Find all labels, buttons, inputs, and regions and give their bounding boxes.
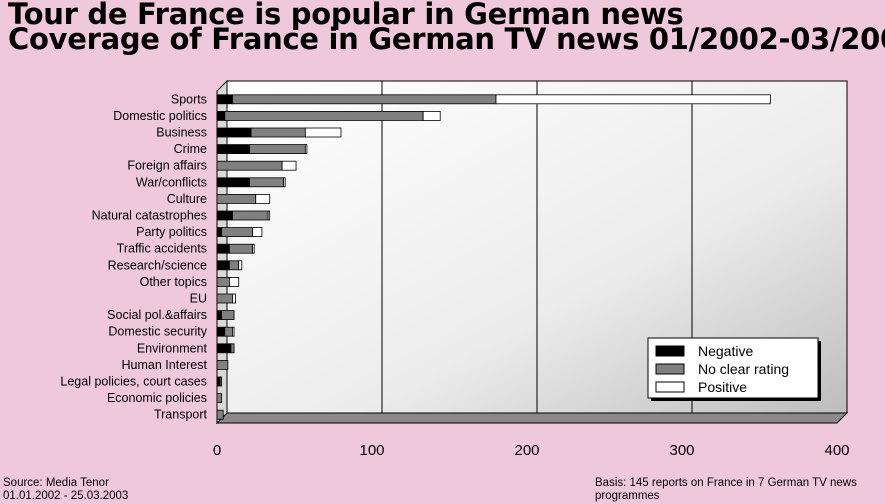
basis-text: Basis: 145 reports on France in 7 German…: [595, 477, 857, 502]
bar-business-positive: [304, 127, 342, 138]
category-label-war-conflicts: War/conflicts: [136, 175, 207, 189]
category-label-environment: Environment: [137, 341, 208, 355]
category-label-eu: EU: [190, 292, 207, 306]
x-tick-label-0: 0: [213, 442, 221, 459]
legend-label-no-clear-rating: No clear rating: [698, 361, 789, 377]
bar-domestic-politics-no-clear-rating: [224, 111, 424, 121]
x-tick-label-200: 200: [514, 442, 539, 459]
legend-swatch-positive: [655, 381, 685, 393]
chart-title: Tour de France is popular in German news…: [8, 0, 885, 56]
bar-natural-catastrophes-positive: [267, 210, 271, 221]
bar-war-conflicts-no-clear-rating: [249, 177, 285, 188]
bar-war-conflicts-positive: [283, 177, 286, 188]
bar-environment-negative: [216, 343, 232, 354]
bar-sports-positive: [495, 94, 771, 105]
bar-eu-positive: [232, 293, 236, 304]
bar-social-pol-affairs-no-clear-rating: [221, 310, 235, 321]
category-label-foreign-affairs: Foreign affairs: [127, 159, 207, 173]
source-note: Source: Media Tenor 01.01.2002 - 25.03.2…: [3, 477, 128, 503]
bar-other-topics-positive: [228, 276, 240, 287]
bar-business-no-clear-rating: [250, 127, 306, 138]
bar-environment-no-clear-rating: [230, 343, 235, 354]
category-label-human-interest: Human Interest: [122, 358, 208, 372]
bar-business-negative: [216, 127, 252, 138]
bar-foreign-affairs-no-clear-rating: [216, 160, 283, 171]
bar-research-science-positive: [238, 260, 243, 271]
source-dates: 01.01.2002 - 25.03.2003: [3, 490, 129, 502]
bar-party-politics-no-clear-rating: [221, 227, 254, 238]
x-tick-label-400: 400: [824, 442, 849, 459]
bar-legal-policies-court-cases-negative: [216, 376, 221, 387]
category-label-natural-catastrophes: Natural catastrophes: [92, 209, 207, 223]
bar-eu-no-clear-rating: [216, 293, 233, 304]
x-tick-label-100: 100: [359, 442, 384, 459]
category-label-traffic-accidents: Traffic accidents: [117, 242, 207, 256]
legend-label-positive: Positive: [698, 379, 747, 395]
bar-domestic-security-positive: [232, 326, 235, 337]
plot-floor: [215, 412, 849, 424]
bar-culture-positive: [255, 193, 271, 204]
legend-swatch-negative: [655, 345, 685, 357]
category-label-domestic-politics: Domestic politics: [113, 109, 207, 123]
bar-culture-no-clear-rating: [216, 193, 257, 204]
category-label-research-science: Research/science: [108, 258, 207, 272]
bar-domestic-politics-negative: [216, 111, 226, 121]
bar-economic-policies-no-clear-rating: [216, 393, 223, 404]
bar-war-conflicts-negative: [216, 177, 250, 188]
bar-domestic-security-negative: [216, 326, 226, 337]
category-label-transport: Transport: [154, 408, 208, 422]
bar-crime-negative: [216, 144, 250, 155]
legend-swatch-no-clear-rating: [655, 363, 685, 375]
category-label-sports: Sports: [171, 92, 207, 106]
bar-legal-policies-court-cases-no-clear-rating: [219, 376, 223, 387]
bar-natural-catastrophes-no-clear-rating: [232, 210, 269, 221]
bar-other-topics-no-clear-rating: [216, 276, 230, 287]
bar-domestic-politics-positive: [422, 111, 441, 121]
category-label-culture: Culture: [167, 192, 207, 206]
bar-traffic-accidents-negative: [216, 243, 230, 254]
bar-crime-no-clear-rating: [249, 144, 306, 155]
category-label-crime: Crime: [174, 142, 207, 156]
bar-party-politics-positive: [252, 227, 263, 238]
category-label-social-pol-affairs: Social pol.&affairs: [107, 308, 207, 322]
x-tick-label-300: 300: [669, 442, 694, 459]
category-label-business: Business: [156, 126, 207, 140]
category-label-legal-policies-court-cases: Legal policies, court cases: [60, 375, 207, 389]
bar-research-science-negative: [216, 260, 230, 271]
bar-foreign-affairs-positive: [281, 160, 297, 171]
bar-human-interest-no-clear-rating: [216, 359, 229, 370]
bar-sports-no-clear-rating: [232, 94, 497, 105]
category-label-party-politics: Party politics: [136, 225, 207, 239]
legend-label-negative: Negative: [698, 343, 753, 359]
category-label-domestic-security: Domestic security: [108, 325, 207, 339]
bar-traffic-accidents-no-clear-rating: [228, 243, 254, 254]
bar-domestic-security-no-clear-rating: [224, 326, 233, 337]
bar-transport-no-clear-rating: [216, 409, 224, 420]
bar-research-science-no-clear-rating: [228, 260, 240, 271]
bar-party-politics-negative: [216, 227, 223, 238]
bar-sports-negative: [216, 94, 233, 105]
bar-social-pol-affairs-negative: [216, 310, 223, 321]
bar-traffic-accidents-positive: [252, 243, 255, 254]
title-line-2: Coverage of France in German TV news 01/…: [8, 22, 885, 56]
basis-note: Basis: 145 reports on France in 7 German…: [595, 477, 880, 503]
bar-natural-catastrophes-negative: [216, 210, 233, 221]
source-label: Source: Media Tenor: [3, 477, 109, 489]
bar-crime-positive: [304, 144, 308, 155]
category-label-other-topics: Other topics: [140, 275, 207, 289]
title-line-1: Tour de France is popular in German news: [8, 0, 684, 31]
category-label-economic-policies: Economic policies: [107, 391, 207, 405]
